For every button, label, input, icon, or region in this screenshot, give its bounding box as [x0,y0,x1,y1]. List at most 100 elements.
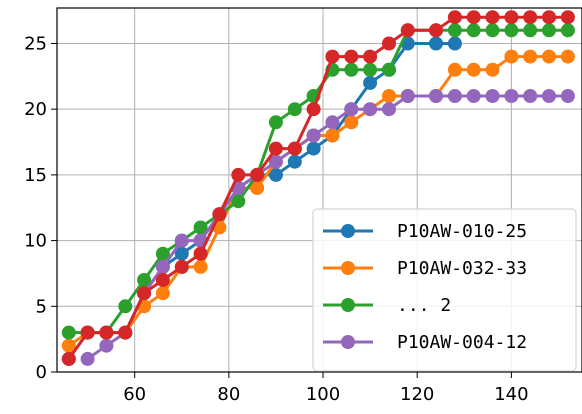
data-point [504,23,519,38]
x-tick-label: 140 [494,384,528,405]
data-point [306,102,321,117]
data-point [155,273,170,287]
data-point [344,49,359,64]
y-tick-label: 20 [24,99,47,120]
data-point [363,102,378,117]
data-point [429,23,443,38]
data-point [485,23,500,38]
data-point [287,141,302,156]
legend: P10AW-010-25 P10AW-032-33 ... 2 P10AW-004-1… [312,208,577,372]
data-point [542,23,556,38]
data-point [466,10,481,25]
series-3 [61,23,575,340]
x-tick-label: 80 [217,384,240,405]
data-point [523,49,538,64]
data-point [560,89,575,103]
data-point [268,115,283,130]
data-point [174,259,189,274]
data-point [504,10,519,25]
data-point [344,62,359,77]
data-point [287,154,302,169]
legend-entry: P10AW-032-33 [323,258,527,279]
legend-marker [341,261,355,275]
legend-label: P10AW-010-25 [397,221,527,242]
legend-label: P10AW-004-12 [397,332,527,353]
data-point [447,36,462,51]
data-point [400,23,415,38]
x-tick-label: 100 [306,384,340,405]
data-point [155,246,170,261]
data-point [382,36,396,51]
data-point [231,194,246,209]
data-point [466,89,481,103]
legend-box [312,208,577,372]
data-point [250,167,265,182]
legend-marker [341,298,355,312]
data-point [363,49,378,64]
series-layer [61,10,575,366]
data-point [118,325,133,340]
legend-entry: ... 2 [323,295,451,316]
data-point [99,325,114,340]
data-point [447,62,462,77]
data-point [382,102,396,117]
data-point [560,10,575,25]
legend-entry: P10AW-004-12 [323,332,527,353]
data-point [137,286,152,301]
data-point [466,23,481,38]
data-point [400,89,415,103]
data-point [137,273,152,287]
legend-label: ... 2 [397,295,451,316]
data-point [429,89,443,103]
data-point [542,10,556,25]
data-point [212,207,227,222]
data-point [542,89,556,103]
data-point [382,62,396,77]
data-point [268,154,283,169]
axis-ticks: 60 80 100 120 140 0 5 10 15 20 25 [24,33,528,405]
data-point [155,259,170,274]
y-tick-label: 10 [24,231,47,252]
series-5 [61,10,575,366]
data-point [250,181,265,195]
data-point [306,128,321,143]
y-tick-label: 5 [36,296,47,317]
data-point [485,10,500,25]
data-point [193,259,208,274]
data-point [363,62,378,77]
data-point [174,233,189,248]
data-point [466,62,481,77]
x-tick-label: 120 [400,384,434,405]
legend-entry: P10AW-010-25 [323,221,527,242]
y-tick-label: 25 [24,33,47,54]
data-point [325,49,340,64]
data-point [99,338,114,353]
data-point [447,23,462,38]
y-tick-label: 15 [24,165,47,186]
data-point [429,36,443,51]
data-point [560,23,575,38]
data-point [382,89,396,103]
data-point [193,220,208,235]
data-point [523,10,538,25]
data-point [193,246,208,261]
data-point [61,325,76,340]
data-point [61,351,76,366]
data-point [523,23,538,38]
data-point [231,167,246,182]
data-point [325,115,340,130]
data-point [118,299,133,314]
data-point [485,89,500,103]
data-point [542,49,556,64]
data-point [174,246,189,261]
data-point [80,351,95,366]
data-point [523,89,538,103]
plot-frame [56,7,582,373]
data-point [447,10,462,25]
legend-label: P10AW-032-33 [397,258,527,279]
data-point [344,102,359,117]
data-point [485,62,500,77]
data-point [61,338,76,353]
data-point [80,325,95,340]
